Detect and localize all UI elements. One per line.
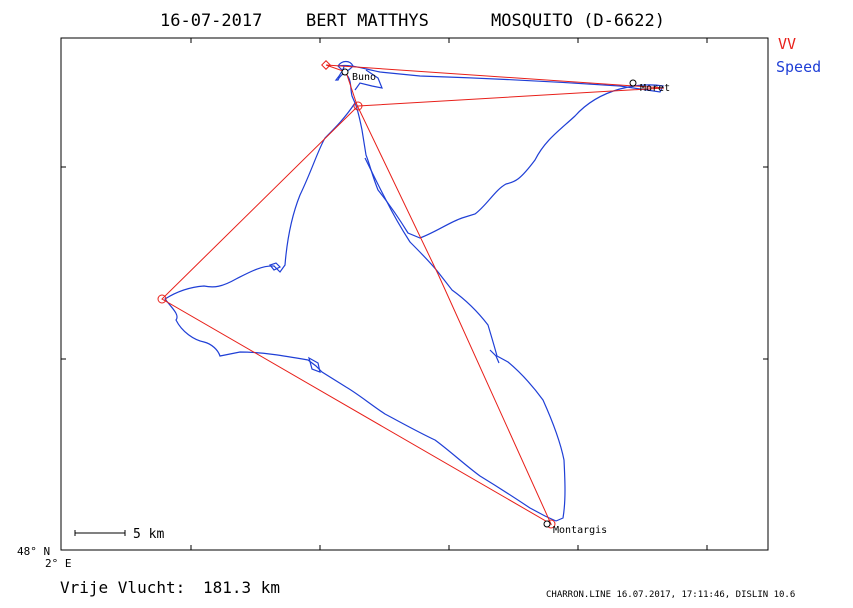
turnpoint-markers [157, 60, 556, 529]
credits-line: CHARRON.LINE 16.07.2017, 17:11:46, DISLI… [546, 590, 795, 600]
waypoint-label-moret: Moret [640, 83, 670, 94]
waypoint-buno-marker [341, 68, 349, 76]
title-glider: MOSQUITO (D-6622) [491, 11, 665, 31]
vv-line [161, 64, 665, 526]
title-date: 16-07-2017 [160, 11, 262, 31]
waypoint-moret-marker [629, 79, 637, 87]
track-segment-west [164, 102, 557, 522]
scale-bar: 5 km [74, 527, 164, 542]
result-value: 181.3 km [203, 578, 280, 597]
track-thermal-mid [268, 262, 500, 373]
turnpoint-circle [157, 294, 167, 304]
track-segment-south [364, 157, 566, 522]
track-detail-east [354, 69, 383, 91]
scale-bar-label: 5 km [133, 527, 164, 542]
waypoint-montargis-marker [543, 520, 551, 528]
turnpoint-circle [353, 101, 363, 111]
legend-vv: VV [778, 35, 796, 53]
axis-ticks [61, 38, 768, 550]
title-pilot: BERT MATTHYS [306, 11, 429, 31]
longitude-label: 2° E [45, 557, 72, 570]
waypoint-markers [341, 68, 637, 528]
vv-task-lines [161, 64, 665, 526]
waypoint-label-buno: Buno [352, 72, 376, 83]
waypoint-label-montargis: Montargis [553, 525, 607, 536]
latitude-label: 48° N [17, 545, 50, 558]
gps-track [164, 60, 664, 522]
start-diamond [321, 60, 331, 70]
map-frame [60, 37, 769, 551]
track-segment-north [336, 64, 664, 239]
legend-speed: Speed [776, 58, 821, 76]
result-label: Vrije Vlucht: [60, 578, 185, 597]
